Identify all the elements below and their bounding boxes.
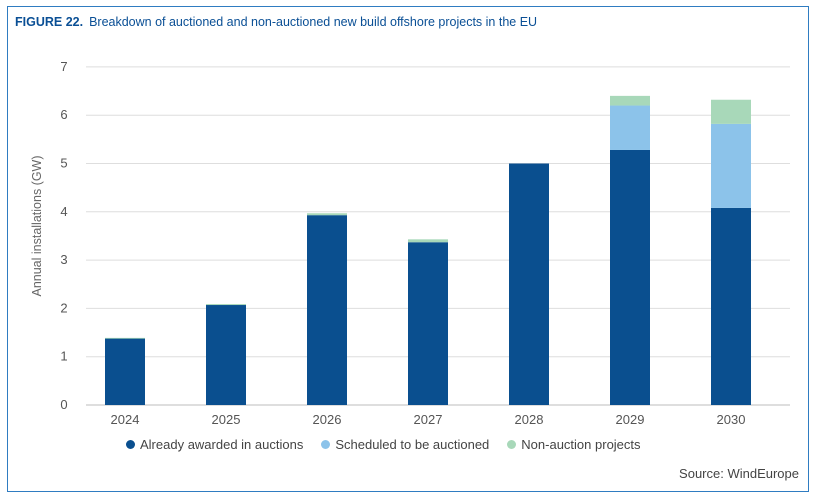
- legend-label-scheduled: Scheduled to be auctioned: [335, 437, 490, 452]
- bar-2029-non-auction: [610, 95, 650, 106]
- source-note: Source: WindEurope: [679, 466, 799, 481]
- x-tick-label: 2026: [313, 412, 342, 427]
- legend-item-non-auction: Non-auction projects: [507, 437, 641, 452]
- bar-2030-non-auction: [711, 99, 751, 124]
- bar-2029-awarded: [610, 149, 650, 405]
- y-tick-label: 0: [60, 397, 67, 412]
- bar-2028-awarded: [509, 163, 549, 405]
- x-tick-label: 2028: [515, 412, 544, 427]
- x-tick-label: 2030: [717, 412, 746, 427]
- y-tick-label: 1: [60, 349, 67, 364]
- legend-item-awarded: Already awarded in auctions: [126, 437, 303, 452]
- legend-swatch-non-auction: [507, 440, 517, 449]
- y-tick-label: 3: [60, 252, 67, 267]
- x-tick-label: 2025: [212, 412, 241, 427]
- x-tick-label: 2027: [414, 412, 443, 427]
- bar-2025-awarded: [206, 305, 246, 405]
- legend-swatch-awarded: [126, 440, 135, 449]
- y-tick-label: 4: [60, 204, 67, 219]
- legend-swatch-scheduled: [321, 440, 331, 449]
- x-tick-label: 2024: [111, 412, 140, 427]
- x-tick-label: 2029: [616, 412, 645, 427]
- legend-label-non-auction: Non-auction projects: [521, 437, 641, 452]
- bar-2030-scheduled: [711, 123, 751, 208]
- y-axis-label: Annual installations (GW): [30, 155, 44, 296]
- bar-2026-non-auction: [307, 213, 347, 216]
- bar-2025-non-auction: [206, 304, 246, 306]
- bar-2030-awarded: [711, 207, 751, 405]
- bar-2026-awarded: [307, 215, 347, 405]
- legend-item-scheduled: Scheduled to be auctioned: [321, 437, 489, 452]
- bars: [105, 95, 751, 405]
- y-axis-ticks: 0 1 2 3 4 5 6 7: [60, 59, 67, 412]
- y-tick-label: 7: [60, 59, 67, 74]
- y-tick-label: 6: [60, 107, 67, 122]
- x-axis-ticks: 2024 2025 2026 2027 2028 2029 2030: [111, 412, 746, 427]
- bar-2024-awarded: [105, 338, 145, 405]
- y-tick-label: 2: [60, 300, 67, 315]
- y-tick-label: 5: [60, 156, 67, 171]
- figure-title: FIGURE 22. Breakdown of auctioned and non…: [15, 15, 537, 29]
- bar-2027-awarded: [408, 242, 448, 405]
- legend: Already awarded in auctions Scheduled to…: [126, 437, 641, 452]
- bar-2027-non-auction: [408, 239, 448, 243]
- figure-number: FIGURE 22.: [15, 15, 84, 29]
- bar-2029-scheduled: [610, 105, 650, 150]
- bar-2024-non-auction: [105, 337, 145, 339]
- figure-title-text: Breakdown of auctioned and non-auctioned…: [89, 15, 538, 29]
- legend-label-awarded: Already awarded in auctions: [140, 437, 304, 452]
